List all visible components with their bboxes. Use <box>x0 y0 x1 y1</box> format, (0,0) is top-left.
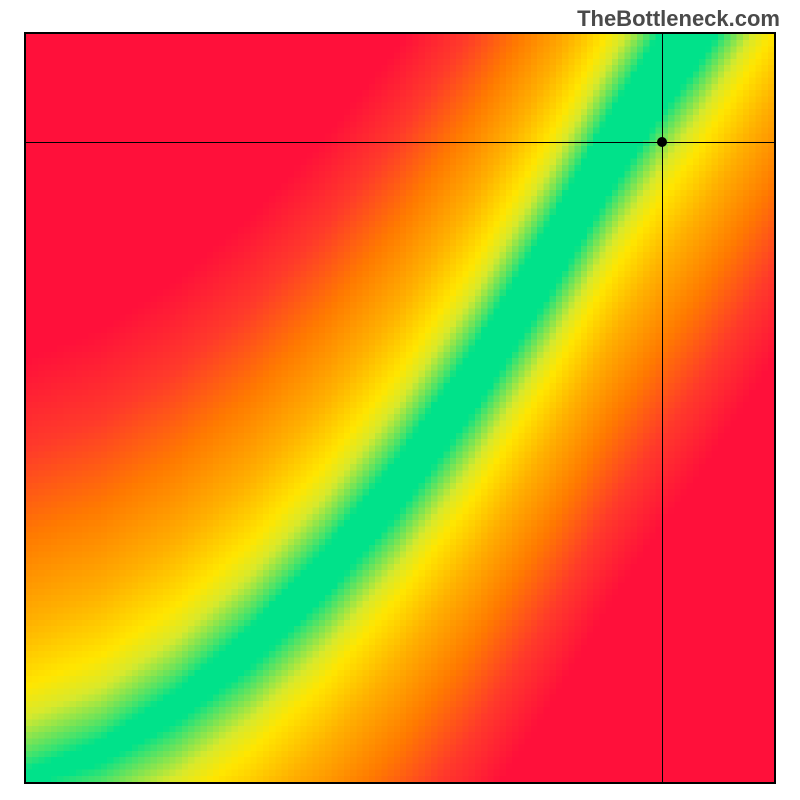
watermark-text: TheBottleneck.com <box>577 6 780 32</box>
figure-root: TheBottleneck.com <box>0 0 800 800</box>
heatmap-canvas <box>26 34 774 782</box>
plot-area <box>24 32 776 784</box>
